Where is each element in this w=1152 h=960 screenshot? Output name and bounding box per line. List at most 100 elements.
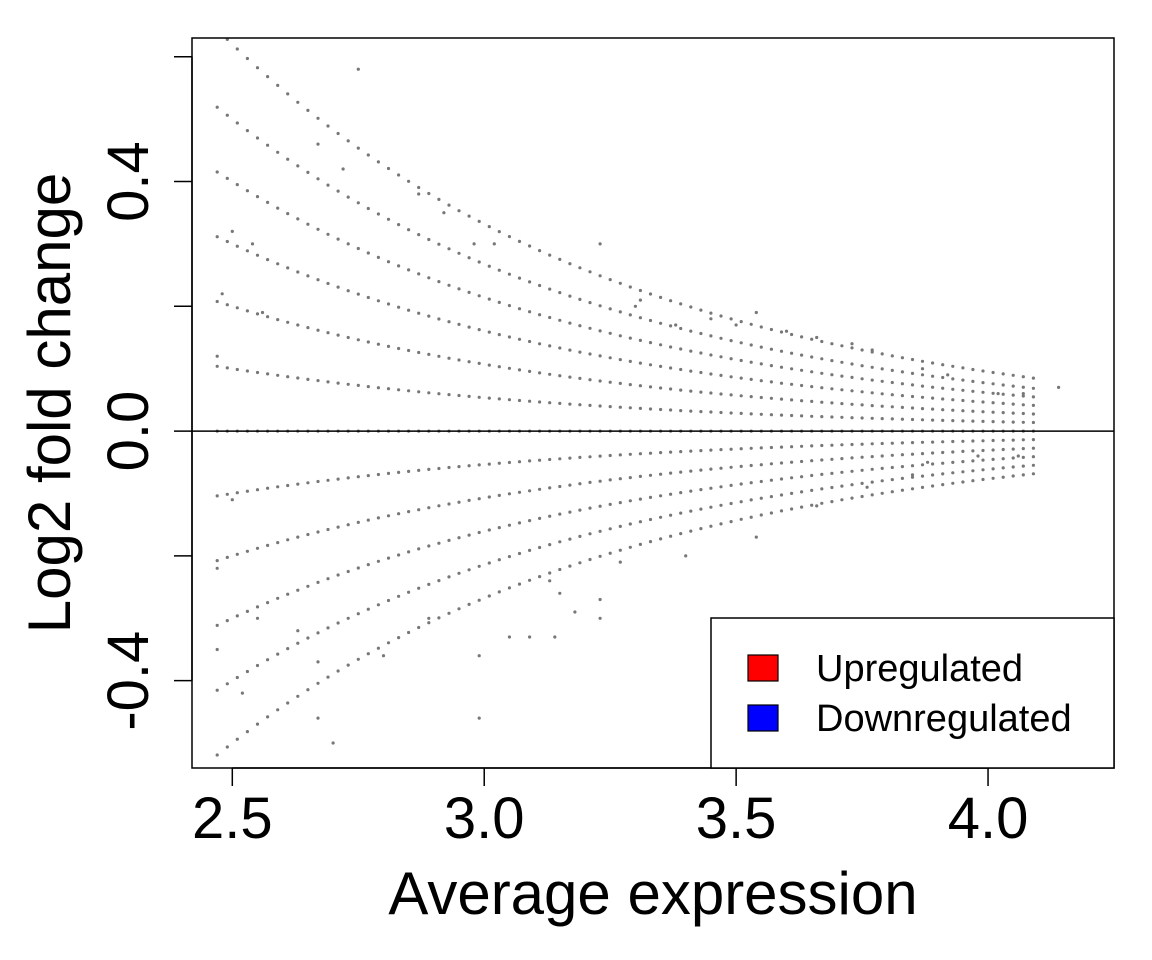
data-point: [366, 206, 370, 211]
data-point: [1021, 392, 1025, 396]
data-point: [366, 563, 370, 567]
data-point: [225, 745, 229, 749]
data-point: [568, 402, 572, 406]
data-point: [467, 325, 471, 329]
data-point: [255, 605, 260, 609]
data-point: [356, 292, 360, 296]
data-point: [346, 663, 350, 667]
data-point: [528, 548, 532, 553]
data-point: [800, 399, 804, 403]
data-point: [467, 214, 471, 218]
data-point: [608, 527, 612, 531]
data-point: [669, 513, 673, 517]
data-point: [296, 376, 300, 380]
data-point: [860, 348, 864, 352]
data-point: [397, 388, 401, 392]
data-point: [689, 469, 693, 473]
data-point: [568, 294, 572, 298]
data-point: [880, 417, 884, 421]
data-point: [477, 395, 481, 399]
data-point: [286, 266, 290, 270]
data-point: [276, 373, 280, 377]
data-point: [598, 597, 602, 602]
data-point: [598, 379, 602, 383]
data-point: [850, 496, 854, 500]
data-point: [326, 626, 330, 630]
data-point: [1031, 446, 1035, 450]
data-point: [588, 270, 592, 274]
data-point: [941, 461, 945, 465]
data-point: [477, 328, 481, 332]
data-point: [850, 469, 854, 473]
data-point: [1001, 475, 1005, 479]
data-point: [628, 476, 632, 480]
data-point: [860, 442, 864, 446]
data-point: [598, 616, 602, 620]
data-point: [618, 548, 622, 552]
data-point: [538, 342, 542, 346]
data-point: [245, 489, 249, 493]
data-point: [920, 395, 925, 399]
data-point: [598, 354, 602, 358]
data-point: [568, 348, 572, 352]
data-point: [548, 344, 552, 348]
data-point: [860, 403, 864, 407]
data-point: [326, 183, 330, 187]
data-point: [386, 641, 391, 645]
data-point: [951, 364, 955, 368]
data-point: [790, 476, 794, 480]
data-point: [417, 185, 421, 190]
data-point: [356, 520, 360, 525]
data-point: [870, 416, 874, 420]
y-tick-label: 0.4: [96, 141, 161, 222]
data-point: [880, 491, 884, 495]
data-point: [890, 405, 894, 409]
data-point: [447, 502, 451, 506]
data-point: [366, 295, 370, 300]
data-point: [215, 623, 219, 628]
data-point: [407, 510, 411, 514]
data-point: [417, 547, 421, 551]
data-point: [457, 287, 461, 291]
data-point: [286, 375, 290, 379]
data-point: [407, 179, 411, 183]
data-point: [779, 477, 784, 481]
data-point: [719, 503, 723, 507]
data-point: [477, 497, 481, 501]
data-point: [971, 419, 975, 423]
data-point: [739, 320, 743, 324]
data-point: [477, 564, 481, 568]
data-point: [306, 170, 310, 174]
data-point: [276, 83, 280, 87]
data-point: [286, 647, 290, 651]
data-point: [790, 382, 794, 386]
data-point: [225, 239, 229, 244]
data-point: [507, 492, 511, 496]
data-point: [376, 160, 380, 164]
data-point: [759, 379, 763, 383]
data-point: [1031, 472, 1035, 476]
data-point: [326, 577, 330, 581]
data-point: [659, 451, 663, 455]
data-point: [376, 299, 380, 303]
data-point: [296, 164, 300, 168]
data-point: [457, 607, 461, 611]
data-point: [286, 92, 290, 96]
data-point: [890, 393, 894, 397]
data-point: [679, 302, 683, 306]
data-point: [920, 359, 925, 363]
data-point: [865, 485, 869, 489]
data-point: [1031, 438, 1035, 442]
data-point: [437, 242, 441, 246]
data-point: [598, 329, 602, 333]
data-point: [699, 351, 703, 355]
data-point: [860, 416, 864, 420]
data-point: [679, 511, 683, 515]
data-point: [316, 716, 320, 720]
data-point: [900, 394, 905, 398]
data-point: [900, 370, 905, 374]
data-point: [719, 355, 723, 359]
data-point: [568, 456, 572, 460]
data-point: [759, 412, 763, 416]
